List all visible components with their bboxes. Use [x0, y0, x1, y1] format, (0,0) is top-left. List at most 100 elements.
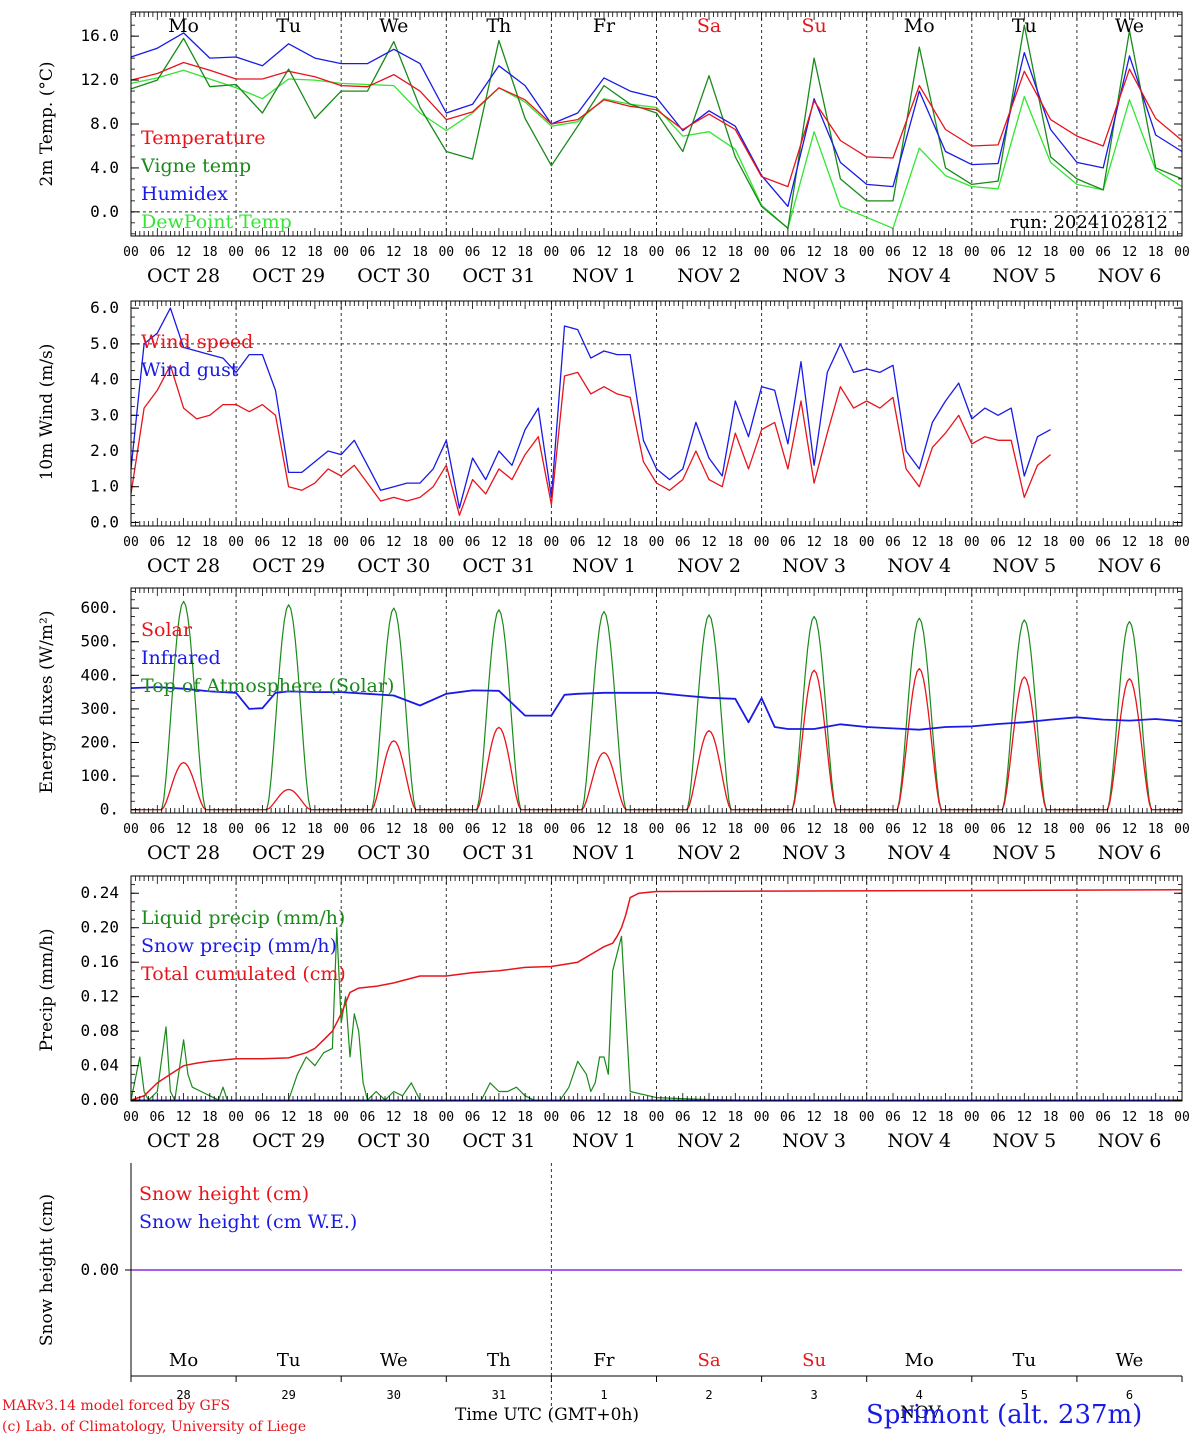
x-hour-label: 18: [833, 822, 849, 837]
x-hour-label: 18: [727, 1110, 743, 1125]
y-tick-label: 0.08: [80, 1021, 119, 1040]
x-hour-label: 12: [491, 535, 507, 550]
x-date-label: NOV 1: [572, 555, 636, 577]
model-credit: MARv3.14 model forced by GFS: [2, 1398, 231, 1414]
x-hour-label: 18: [622, 245, 638, 260]
x-date-label: OCT 28: [147, 1130, 220, 1152]
x-hour-label: 00: [333, 245, 349, 260]
x-hour-label: 18: [1043, 245, 1059, 260]
x-hour-label: 12: [386, 245, 402, 260]
x-hour-label: 06: [675, 535, 691, 550]
x-date-label: NOV 5: [992, 265, 1056, 287]
x-hour-label: 06: [675, 822, 691, 837]
x-date-label: NOV 2: [677, 1130, 741, 1152]
x-hour-label: 18: [202, 822, 218, 837]
y-tick-label: 12.0: [80, 70, 119, 89]
x-hour-label: 06: [149, 245, 165, 260]
legend-liquid-precip-mm-h: Liquid precip (mm/h): [141, 907, 345, 929]
x-hour-label: 18: [833, 535, 849, 550]
x-hour-label: 06: [885, 1110, 901, 1125]
x-hour-label: 06: [885, 245, 901, 260]
x-hour-label: 00: [1069, 822, 1085, 837]
legend-temperature: Temperature: [141, 127, 265, 149]
x-date-label: OCT 29: [252, 555, 325, 577]
x-hour-label: 00: [438, 1110, 454, 1125]
line-infrared: [130, 686, 1183, 731]
legend-total-cumulated-cm: Total cumulated (cm): [141, 963, 346, 985]
x-date-label: NOV 6: [1098, 1130, 1162, 1152]
x-hour-label: 00: [1174, 822, 1190, 837]
x-hour-label: 12: [491, 822, 507, 837]
x-hour-label: 00: [544, 245, 560, 260]
chart-text: 0.04.08.012.016.02m Temp. (°C)Mo Tu We Th Fr…: [37, 15, 1190, 1402]
legend-vigne-temp: Vigne temp: [140, 155, 251, 177]
x-hour-label: 18: [622, 822, 638, 837]
day-abbr: We: [1115, 15, 1144, 37]
x-hour-label: 12: [701, 535, 717, 550]
x-date-label: NOV 4: [887, 265, 951, 287]
day-number: 1: [600, 1388, 607, 1402]
x-hour-label: 12: [386, 535, 402, 550]
x-hour-label: 18: [727, 822, 743, 837]
line-wind-gust: [130, 307, 1051, 509]
legend-dewpoint-temp: DewPoint Temp: [141, 211, 292, 233]
day-abbr: Mo: [904, 15, 935, 37]
x-hour-label: 00: [228, 822, 244, 837]
day-abbr: Su: [802, 15, 827, 37]
x-hour-label: 06: [465, 822, 481, 837]
x-hour-label: 18: [1043, 822, 1059, 837]
x-hour-label: 06: [990, 1110, 1006, 1125]
x-hour-label: 06: [780, 1110, 796, 1125]
x-hour-label: 18: [833, 1110, 849, 1125]
x-date-label: OCT 29: [252, 1130, 325, 1152]
x-hour-label: 00: [1174, 1110, 1190, 1125]
y-tick-label: 2.0: [90, 441, 119, 460]
y-tick-label: 16.0: [80, 26, 119, 45]
y-tick-label: 0.00: [80, 1260, 119, 1279]
day-abbr: We: [379, 15, 408, 37]
day-number: 28: [176, 1388, 190, 1402]
x-date-label: NOV 3: [782, 842, 846, 864]
x-hour-label: 06: [255, 822, 271, 837]
legend-infrared: Infrared: [141, 647, 221, 669]
day-abbr: Mo: [169, 1350, 198, 1371]
x-hour-label: 06: [255, 245, 271, 260]
x-hour-label: 12: [1122, 1110, 1138, 1125]
x-hour-label: 12: [596, 535, 612, 550]
x-hour-label: 12: [701, 1110, 717, 1125]
station-name: Sprimont (alt. 237m): [866, 1400, 1143, 1430]
x-date-label: OCT 29: [252, 265, 325, 287]
x-hour-label: 18: [307, 1110, 323, 1125]
x-hour-label: 06: [149, 822, 165, 837]
x-hour-label: 06: [570, 245, 586, 260]
x-hour-label: 18: [1043, 535, 1059, 550]
x-date-label: OCT 29: [252, 842, 325, 864]
x-hour-label: 00: [123, 535, 139, 550]
x-hour-label: 12: [806, 1110, 822, 1125]
x-hour-label: 00: [544, 535, 560, 550]
line-total-cumulated: [130, 889, 1183, 1101]
line-dewpoint-temp: [130, 69, 1183, 229]
x-hour-label: 18: [412, 1110, 428, 1125]
day-abbr: We: [380, 1350, 408, 1371]
x-hour-label: 06: [885, 535, 901, 550]
day-number: 31: [492, 1388, 506, 1402]
x-hour-label: 06: [780, 535, 796, 550]
x-date-label: OCT 28: [147, 555, 220, 577]
y-axis-title: Snow height (cm): [37, 1194, 57, 1346]
x-hour-label: 00: [333, 535, 349, 550]
x-hour-label: 12: [176, 245, 192, 260]
y-axis-title: 10m Wind (m/s): [37, 344, 57, 481]
x-hour-label: 12: [491, 245, 507, 260]
legend-snow-precip-mm-h: Snow precip (mm/h): [141, 935, 337, 957]
x-hour-label: 00: [438, 822, 454, 837]
x-hour-label: 06: [255, 1110, 271, 1125]
x-hour-label: 12: [491, 1110, 507, 1125]
day-abbr: Tu: [1012, 15, 1037, 37]
day-abbr: Su: [802, 1350, 826, 1371]
day-abbr: We: [1116, 1350, 1144, 1371]
x-hour-label: 06: [149, 1110, 165, 1125]
day-number: 6: [1126, 1388, 1133, 1402]
panel-frame-1: [130, 11, 1183, 237]
x-hour-label: 00: [964, 245, 980, 260]
